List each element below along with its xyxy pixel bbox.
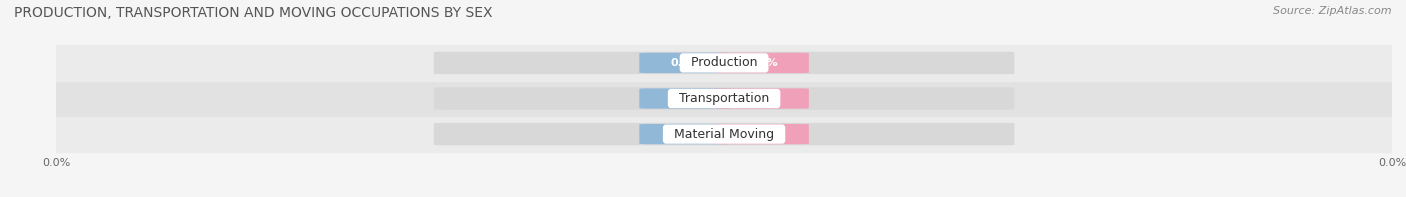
Text: 0.0%: 0.0% (748, 58, 778, 68)
Text: Source: ZipAtlas.com: Source: ZipAtlas.com (1274, 6, 1392, 16)
Legend: Male, Female: Male, Female (655, 193, 793, 197)
FancyBboxPatch shape (434, 52, 1014, 74)
Bar (56, 116, 1392, 152)
FancyBboxPatch shape (434, 87, 1014, 110)
Bar (56, 45, 1392, 81)
Text: 0.0%: 0.0% (748, 94, 778, 103)
Text: 0.0%: 0.0% (671, 58, 700, 68)
Text: Production: Production (683, 56, 765, 69)
FancyBboxPatch shape (640, 124, 731, 144)
FancyBboxPatch shape (434, 123, 1014, 145)
Text: Material Moving: Material Moving (666, 128, 782, 141)
Text: 0.0%: 0.0% (671, 129, 700, 139)
FancyBboxPatch shape (717, 88, 808, 109)
FancyBboxPatch shape (717, 124, 808, 144)
Text: 0.0%: 0.0% (748, 129, 778, 139)
Text: 0.0%: 0.0% (671, 94, 700, 103)
Text: PRODUCTION, TRANSPORTATION AND MOVING OCCUPATIONS BY SEX: PRODUCTION, TRANSPORTATION AND MOVING OC… (14, 6, 492, 20)
FancyBboxPatch shape (640, 53, 731, 73)
Text: Transportation: Transportation (671, 92, 778, 105)
Bar (56, 81, 1392, 116)
FancyBboxPatch shape (640, 88, 731, 109)
FancyBboxPatch shape (717, 53, 808, 73)
